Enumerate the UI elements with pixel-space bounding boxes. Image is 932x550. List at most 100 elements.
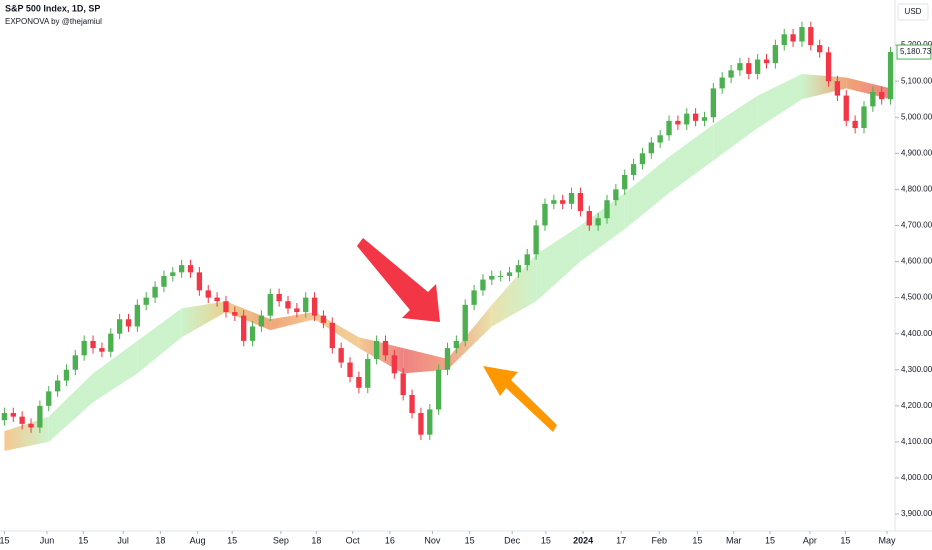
- candle-body: [462, 304, 468, 341]
- candle-body: [790, 34, 796, 42]
- candle-body: [754, 59, 761, 74]
- band-segment: [580, 192, 625, 262]
- candle-body: [577, 192, 584, 212]
- candle-body: [471, 290, 477, 305]
- candle-body: [834, 81, 841, 96]
- candle-body: [595, 218, 601, 226]
- candle-body: [613, 189, 619, 201]
- candle-body: [382, 340, 389, 356]
- candle-body: [427, 409, 433, 435]
- indicator-name: EXPONOVA by @thejamiul: [5, 17, 102, 26]
- x-tick-label: Jul: [117, 535, 129, 545]
- candle-body: [391, 355, 397, 374]
- band-segment: [713, 95, 758, 161]
- x-tick-label: Dec: [504, 535, 521, 545]
- y-tick-label: 5,000.00: [901, 112, 932, 121]
- x-tick-label: 15: [692, 535, 702, 545]
- candle-body: [746, 63, 752, 74]
- plot-area: [1, 21, 894, 451]
- candle-body: [329, 322, 335, 349]
- candle-body: [373, 340, 380, 359]
- candle-body: [506, 272, 513, 276]
- candle-body: [214, 297, 220, 302]
- candle-body: [19, 416, 25, 424]
- x-tick-label: May: [879, 535, 897, 545]
- x-tick-label: 15: [840, 535, 850, 545]
- candle-body: [648, 142, 654, 154]
- last-price-label: 5,180.73: [900, 47, 932, 56]
- candle-body: [285, 301, 291, 309]
- candle-body: [480, 279, 486, 291]
- candle-body: [232, 312, 238, 316]
- chart-title: S&P 500 Index, 1D, SP: [5, 3, 100, 13]
- orange-arrow: [483, 366, 557, 432]
- candle-body: [63, 369, 70, 381]
- band-segment: [624, 156, 670, 230]
- candle-body: [701, 117, 708, 121]
- x-tick-label: Apr: [803, 535, 817, 545]
- candle-body: [551, 200, 557, 204]
- candle-body: [542, 203, 548, 226]
- y-tick-label: 4,800.00: [901, 184, 932, 193]
- band-segment: [48, 373, 94, 442]
- y-tick-label: 4,100.00: [901, 437, 932, 446]
- currency-button[interactable]: [897, 3, 929, 21]
- candle-body: [879, 91, 885, 100]
- candle-body: [604, 200, 610, 219]
- candle-body: [639, 153, 646, 165]
- candle-body: [825, 52, 832, 82]
- band-segment: [536, 225, 581, 302]
- x-tick-label: Nov: [424, 535, 441, 545]
- candle-body: [241, 315, 247, 341]
- candle-body: [320, 315, 327, 323]
- candle-body: [179, 265, 185, 273]
- currency[interactable]: USD: [905, 7, 922, 16]
- candle-body: [737, 63, 743, 71]
- x-tick-label: Mar: [726, 535, 742, 545]
- candle-body: [533, 225, 539, 255]
- x-tick-label: Jun: [40, 535, 55, 545]
- candle-body: [861, 106, 867, 129]
- candle-body: [666, 120, 672, 136]
- candle-body: [675, 120, 681, 125]
- candle-body: [560, 200, 566, 204]
- candle-body: [622, 174, 628, 190]
- candle-body: [710, 88, 716, 118]
- candle-body: [99, 348, 105, 352]
- candle-body: [453, 340, 460, 349]
- x-tick-label: 15: [227, 535, 237, 545]
- candle-body: [630, 164, 637, 175]
- candle-body: [347, 362, 353, 377]
- candle-body: [843, 95, 849, 121]
- candle-body: [152, 286, 158, 298]
- x-tick-label: Feb: [652, 535, 668, 545]
- candle-body: [870, 91, 876, 107]
- x-tick-label: Sep: [273, 535, 289, 545]
- candle-body: [37, 405, 43, 428]
- candle-body: [657, 135, 663, 143]
- x-tick-label: 2024: [573, 535, 593, 545]
- y-tick-label: 3,900.00: [901, 509, 932, 518]
- x-tick-label: 15: [78, 535, 88, 545]
- candle-body: [187, 265, 194, 273]
- candle-body: [72, 355, 78, 370]
- candle-body: [108, 333, 114, 352]
- y-tick-label: 4,700.00: [901, 221, 932, 230]
- candle-body: [435, 369, 442, 410]
- candle-body: [489, 275, 495, 280]
- y-tick-label: 4,300.00: [901, 365, 932, 374]
- candle-body: [719, 77, 725, 89]
- x-tick-label: Oct: [346, 535, 361, 545]
- candle-body: [772, 45, 779, 64]
- x-tick-label: 15: [0, 535, 9, 545]
- band-segment: [270, 312, 315, 331]
- candle-body: [338, 348, 344, 363]
- x-tick-label: 18: [155, 535, 165, 545]
- candle-body: [799, 27, 805, 42]
- x-tick-label: 15: [465, 535, 475, 545]
- candle-body: [515, 265, 522, 273]
- y-tick-label: 4,500.00: [901, 293, 932, 302]
- x-tick-label: 18: [311, 535, 321, 545]
- y-tick-label: 4,000.00: [901, 473, 932, 482]
